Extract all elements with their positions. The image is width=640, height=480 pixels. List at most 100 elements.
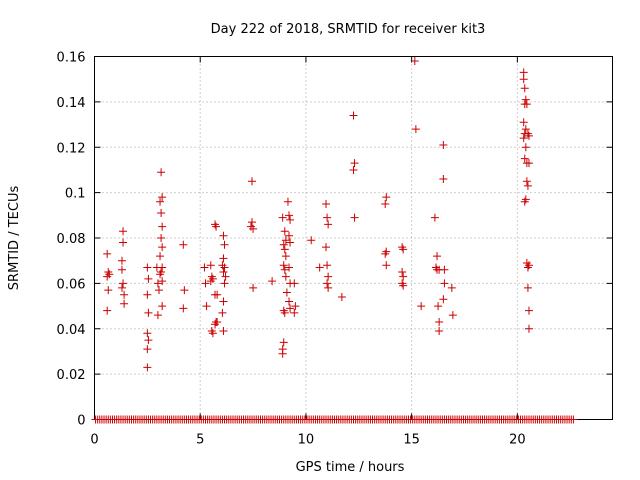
data-point: [439, 295, 448, 304]
data-point: [219, 297, 228, 306]
data-point: [350, 159, 359, 168]
data-point: [201, 279, 210, 288]
data-point: [207, 327, 216, 336]
data-point: [180, 286, 189, 295]
data-point: [323, 261, 332, 270]
data-point: [220, 279, 229, 288]
data-point: [524, 131, 533, 140]
x-axis-label: GPS time / hours: [296, 460, 405, 475]
data-points: [91, 57, 578, 424]
data-point: [144, 308, 153, 317]
data-point: [281, 252, 290, 261]
data-point: [381, 199, 390, 208]
data-point: [220, 263, 229, 272]
data-point: [286, 238, 295, 247]
data-point: [521, 95, 530, 104]
data-point: [219, 254, 228, 263]
data-point: [307, 236, 316, 245]
data-point: [249, 283, 258, 292]
y-tick-label: 0.1: [65, 187, 86, 202]
y-tick-label: 0.08: [57, 232, 86, 247]
data-point: [103, 249, 112, 258]
data-point: [323, 213, 332, 222]
data-point: [285, 263, 294, 272]
y-tick-label: 0.06: [57, 277, 86, 292]
data-point: [105, 270, 114, 279]
data-point: [337, 292, 346, 301]
data-point: [104, 268, 113, 277]
data-point: [349, 111, 358, 120]
data-point: [218, 261, 227, 270]
x-tick-label: 15: [403, 433, 420, 448]
data-point: [157, 209, 166, 218]
zero-point: [569, 415, 578, 424]
data-point: [157, 268, 166, 277]
x-tick-label: 5: [196, 433, 204, 448]
data-point: [219, 268, 228, 277]
data-point: [523, 263, 532, 272]
y-tick-label: 0: [77, 414, 85, 429]
data-point: [398, 243, 407, 252]
data-point: [382, 247, 391, 256]
data-point: [519, 68, 528, 77]
data-point: [280, 245, 289, 254]
data-point: [290, 279, 299, 288]
data-point: [440, 265, 449, 274]
y-axis-label: SRMTID / TECUs: [7, 186, 22, 291]
data-point: [523, 283, 532, 292]
data-point: [143, 263, 152, 272]
data-point: [179, 304, 188, 313]
data-point: [524, 159, 533, 168]
data-point: [399, 281, 408, 290]
data-point: [417, 302, 426, 311]
data-point: [521, 125, 530, 134]
data-point: [519, 75, 528, 84]
data-point: [144, 336, 153, 345]
data-point: [103, 272, 112, 281]
y-tick-label: 0.02: [57, 368, 86, 383]
data-point: [158, 243, 167, 252]
data-point: [522, 177, 531, 186]
data-point: [520, 197, 529, 206]
data-point: [157, 234, 166, 242]
data-point: [117, 283, 126, 292]
data-point: [208, 329, 217, 338]
data-point: [211, 220, 220, 229]
data-point: [143, 329, 152, 338]
data-point: [278, 213, 287, 222]
data-point: [324, 220, 333, 229]
data-point: [399, 245, 408, 254]
data-point: [323, 279, 332, 288]
data-point: [448, 311, 457, 320]
data-point: [524, 261, 533, 270]
data-point: [279, 306, 288, 315]
data-point: [143, 345, 152, 354]
data-point: [117, 265, 126, 274]
data-point: [281, 236, 290, 245]
data-point: [524, 306, 533, 315]
data-point: [119, 227, 128, 236]
data-point: [519, 118, 528, 127]
data-point: [207, 272, 216, 281]
data-point: [281, 272, 290, 281]
data-point: [120, 299, 129, 308]
data-point: [144, 274, 153, 283]
data-point: [522, 100, 531, 109]
data-point: [349, 165, 358, 174]
data-point: [280, 227, 289, 236]
data-point: [221, 272, 230, 281]
data-point: [153, 311, 162, 320]
data-point: [202, 302, 211, 311]
data-point: [430, 213, 439, 222]
data-point: [286, 215, 295, 224]
data-point: [322, 199, 331, 208]
data-point: [154, 286, 163, 295]
data-point: [248, 218, 257, 227]
data-point: [158, 302, 167, 311]
data-point: [158, 263, 167, 272]
data-point: [411, 125, 420, 134]
data-point: [522, 258, 531, 267]
data-point: [279, 240, 288, 249]
data-point: [435, 317, 444, 326]
